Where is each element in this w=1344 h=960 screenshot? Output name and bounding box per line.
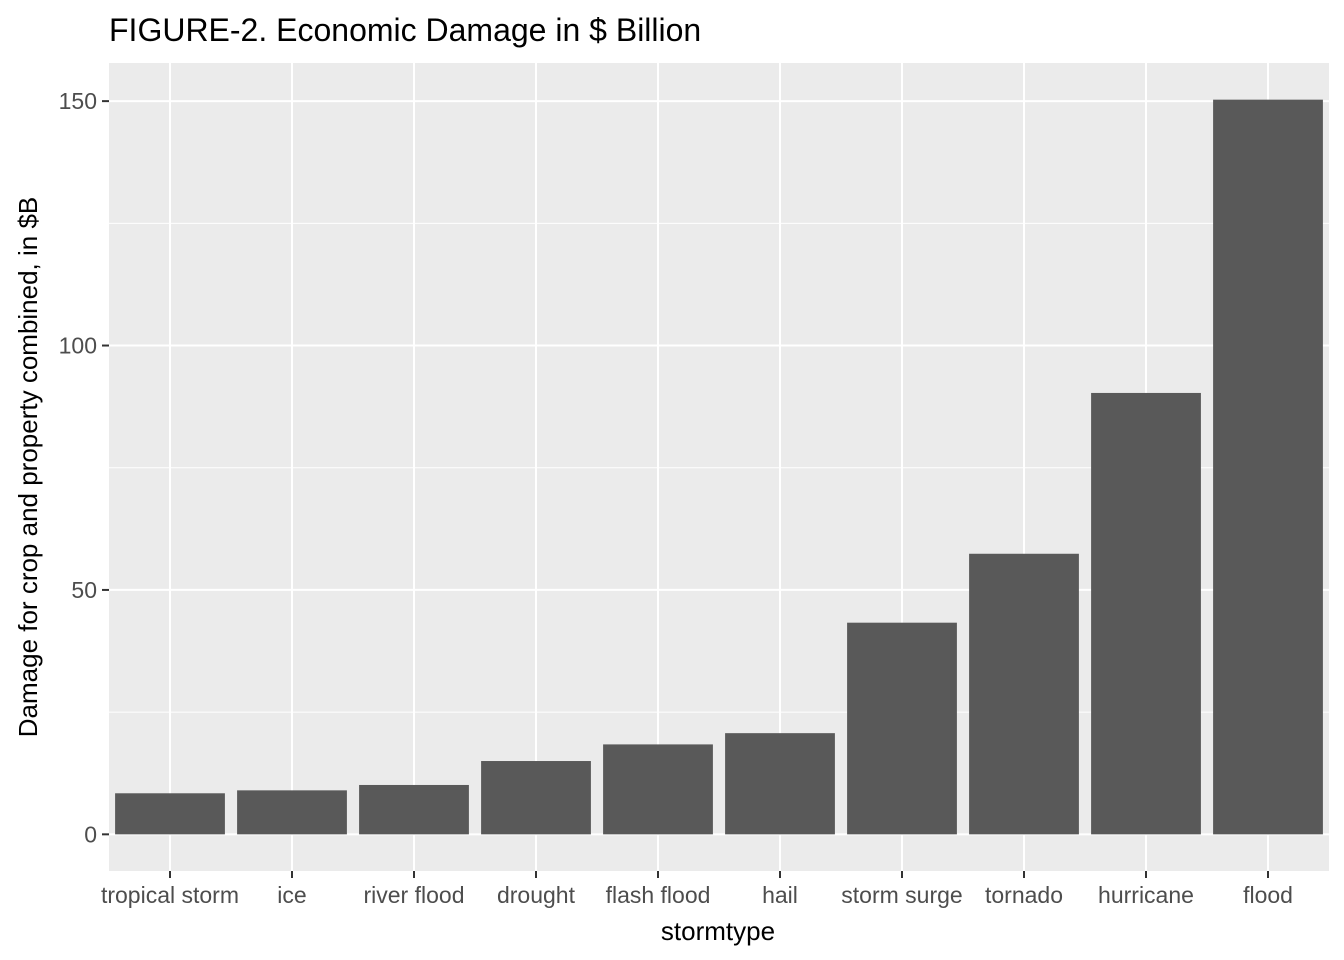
bar-hurricane xyxy=(1091,392,1201,835)
chart-title: FIGURE-2. Economic Damage in $ Billion xyxy=(109,12,701,48)
x-tick-label: hail xyxy=(762,882,798,908)
bar-storm-surge xyxy=(847,622,957,835)
bar-flood xyxy=(1213,99,1323,835)
x-tick-label: flash flood xyxy=(606,882,711,908)
x-tick-label: hurricane xyxy=(1098,882,1194,908)
x-axis: tropical storm ice river flood drought flash… xyxy=(101,871,1293,908)
bar-drought xyxy=(481,761,591,835)
x-tick-label: tropical storm xyxy=(101,882,239,908)
y-axis-title: Damage for crop and property combined, i… xyxy=(13,197,43,738)
x-tick-label: river flood xyxy=(364,882,465,908)
bar-tornado xyxy=(969,553,1079,835)
bar-flash-flood xyxy=(603,744,713,835)
bar-tropical-storm xyxy=(115,793,225,835)
x-tick-label: ice xyxy=(277,882,306,908)
x-tick-label: storm surge xyxy=(841,882,962,908)
y-tick-label: 50 xyxy=(71,577,97,603)
x-tick-label: flood xyxy=(1243,882,1293,908)
major-gridlines xyxy=(109,63,1329,871)
x-axis-title: stormtype xyxy=(661,916,775,946)
y-tick-label: 100 xyxy=(59,333,97,359)
x-tick-label: drought xyxy=(497,882,576,908)
bar-river-flood xyxy=(359,784,469,835)
bar-ice xyxy=(237,790,347,835)
bar-hail xyxy=(725,733,835,835)
bars xyxy=(115,99,1323,835)
y-axis: 0 50 100 150 xyxy=(59,88,109,847)
y-tick-label: 150 xyxy=(59,88,97,114)
x-tick-label: tornado xyxy=(985,882,1063,908)
y-tick-label: 0 xyxy=(84,821,97,847)
